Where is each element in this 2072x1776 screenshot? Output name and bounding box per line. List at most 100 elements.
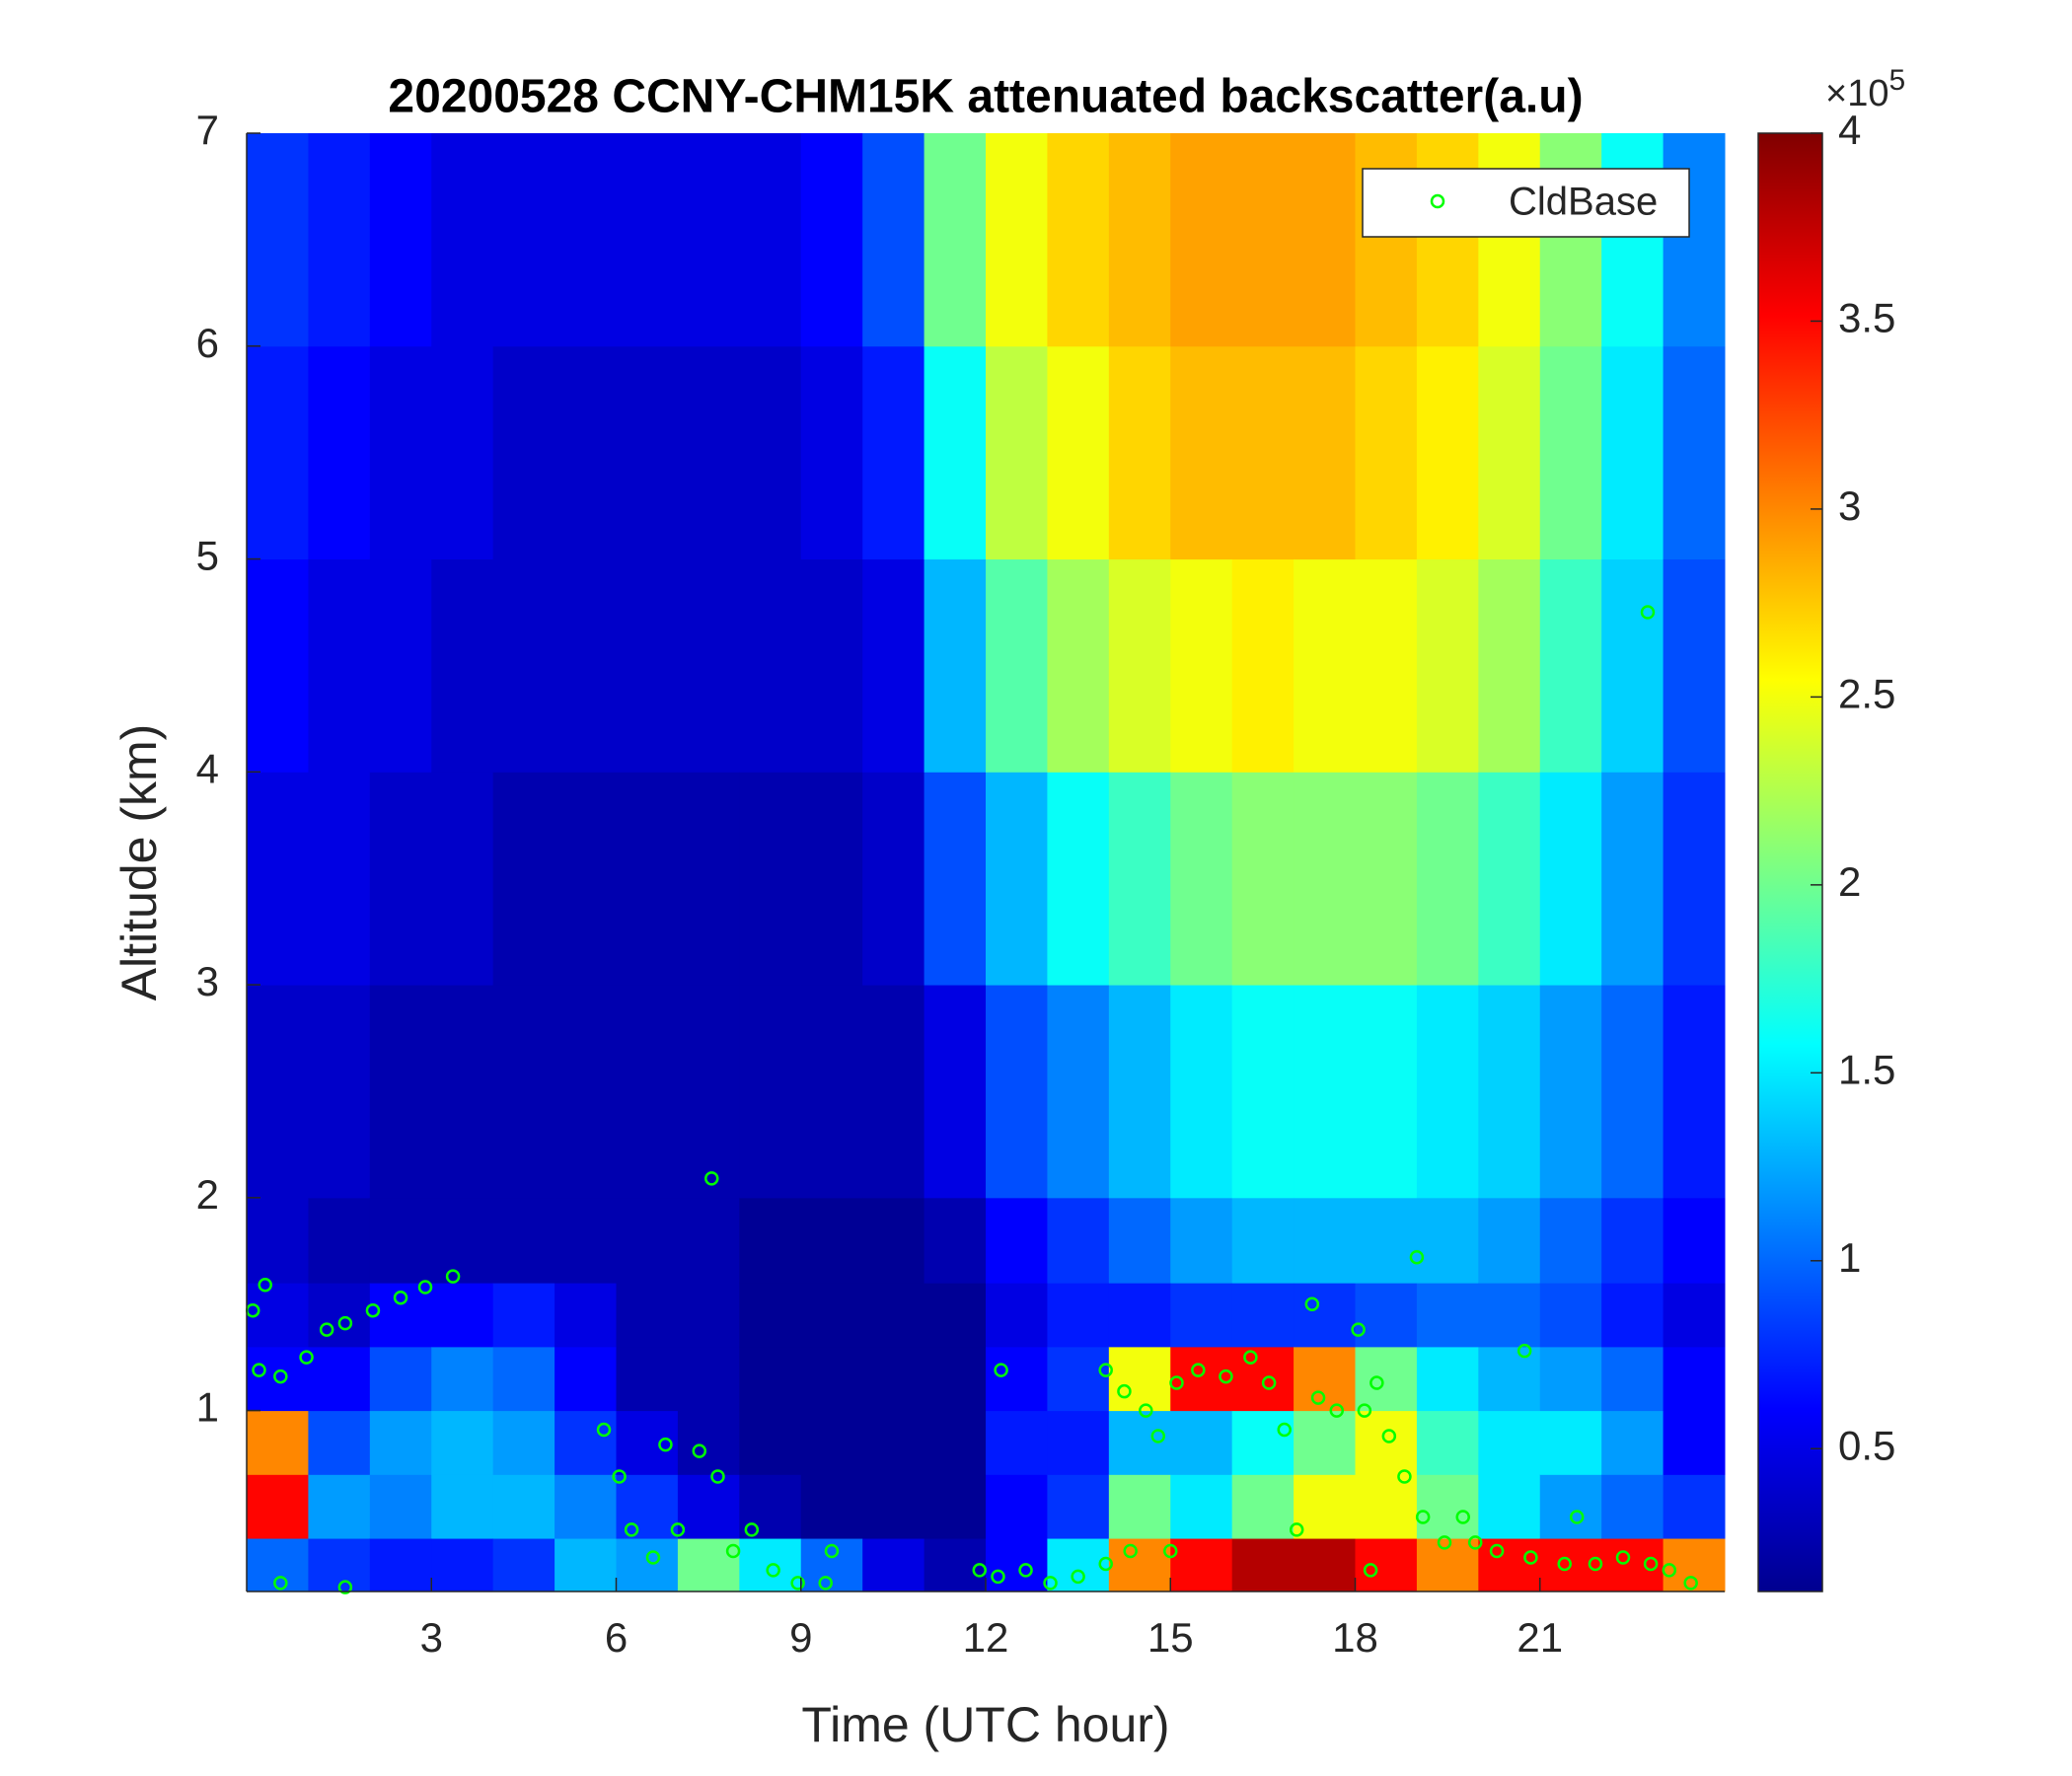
- heatmap-cell: [492, 1197, 555, 1284]
- heatmap-cell: [677, 772, 740, 986]
- heatmap-cell: [369, 558, 432, 773]
- heatmap-cell: [492, 1538, 555, 1592]
- heatmap-cell: [555, 133, 617, 347]
- colorbar-tick-label: 2: [1838, 858, 1861, 905]
- heatmap-cell: [1663, 1474, 1726, 1539]
- scatter-point: [1381, 1429, 1397, 1443]
- heatmap-cell: [1416, 1283, 1479, 1348]
- heatmap-cell: [1663, 558, 1726, 773]
- scatter-point: [1243, 1350, 1258, 1365]
- heatmap-cell: [1294, 985, 1356, 1199]
- heatmap-cell: [1539, 345, 1602, 560]
- heatmap-cell: [862, 772, 925, 986]
- heatmap-cell: [616, 1346, 679, 1412]
- scatter-point: [1098, 1363, 1113, 1377]
- heatmap-cell: [677, 1197, 740, 1284]
- heatmap-cell: [247, 345, 309, 560]
- heatmap-cell: [492, 772, 555, 986]
- scatter-point: [1139, 1403, 1153, 1418]
- heatmap-cell: [739, 133, 802, 347]
- heatmap-cell: [1047, 558, 1110, 773]
- heatmap-cell: [1478, 1410, 1541, 1475]
- heatmap-cell: [616, 1283, 679, 1348]
- heatmap-cell: [1663, 1283, 1726, 1348]
- heatmap-cell: [431, 558, 494, 773]
- colorbar-tick-label: 1: [1838, 1234, 1861, 1281]
- scatter-point: [1018, 1563, 1033, 1578]
- heatmap-cell: [308, 1474, 371, 1539]
- heatmap-cell: [1231, 133, 1295, 347]
- heatmap-cell: [800, 345, 863, 560]
- heatmap-cell: [924, 558, 987, 773]
- heatmap-cell: [1539, 1283, 1602, 1348]
- heatmap-cell: [369, 772, 432, 986]
- heatmap-cell: [431, 1410, 494, 1475]
- heatmap-cell: [1601, 1474, 1665, 1539]
- heatmap-cell: [1539, 1474, 1602, 1539]
- x-tick-label: 15: [1147, 1614, 1194, 1661]
- heatmap-cell: [369, 1538, 432, 1592]
- heatmap-cell: [800, 772, 863, 986]
- heatmap-cell: [1047, 1346, 1110, 1412]
- heatmap-cell: [862, 1474, 925, 1539]
- scatter-point: [1397, 1469, 1412, 1484]
- heatmap-cell: [1294, 345, 1356, 560]
- heatmap-cell: [1416, 345, 1479, 560]
- heatmap-cell: [308, 1283, 371, 1348]
- heatmap-cell: [308, 345, 371, 560]
- heatmap-cell: [677, 1346, 740, 1412]
- x-tick-label: 21: [1517, 1614, 1563, 1661]
- heatmap-cell: [247, 1538, 309, 1592]
- heatmap-cell: [616, 345, 679, 560]
- x-tick-label: 18: [1332, 1614, 1378, 1661]
- heatmap-cell: [1294, 133, 1356, 347]
- heatmap-cell: [431, 133, 494, 347]
- y-tick-label: 6: [196, 320, 219, 366]
- heatmap-cell: [1231, 1283, 1295, 1348]
- heatmap-cell: [739, 1410, 802, 1475]
- scatter-point: [258, 1278, 272, 1293]
- heatmap-cell: [1601, 1538, 1665, 1592]
- heatmap-cell: [1294, 558, 1356, 773]
- heatmap-cell: [492, 133, 555, 347]
- scatter-point: [1043, 1576, 1058, 1591]
- x-tick-label: 9: [789, 1614, 812, 1661]
- scatter-point: [299, 1350, 314, 1365]
- y-tick-label: 3: [196, 958, 219, 1004]
- heatmap-cell: [677, 1283, 740, 1348]
- scatter-point: [1643, 1556, 1659, 1572]
- heatmap-cell: [1416, 1410, 1479, 1475]
- colorbar-tick-label: 3.5: [1838, 295, 1895, 341]
- heatmap-cell: [308, 1410, 371, 1475]
- heatmap-cell: [1601, 558, 1665, 773]
- scatter-point: [252, 1363, 266, 1377]
- heatmap-cell: [986, 772, 1048, 986]
- scatter-point: [1523, 1550, 1538, 1565]
- heatmap-cell: [1294, 1410, 1356, 1475]
- heatmap-cell: [862, 558, 925, 773]
- heatmap-cell: [924, 1410, 987, 1475]
- scatter-point: [1117, 1383, 1132, 1399]
- heatmap-cell: [800, 1346, 863, 1412]
- heatmap-cell: [555, 772, 617, 986]
- heatmap-cell: [247, 1474, 309, 1539]
- scatter-point: [1363, 1563, 1378, 1578]
- scatter-point: [670, 1522, 686, 1537]
- heatmap-cell: [555, 1538, 617, 1592]
- y-tick-label: 7: [196, 107, 219, 153]
- heatmap-cell: [986, 1197, 1048, 1284]
- heatmap-cell: [1170, 1410, 1233, 1475]
- scatter-point: [319, 1322, 334, 1337]
- heatmap-cell: [1047, 1474, 1110, 1539]
- scatter-point: [1517, 1343, 1532, 1359]
- heatmap-cell: [1047, 133, 1110, 347]
- heatmap-cell: [1355, 1474, 1418, 1539]
- heatmap-cell: [1539, 133, 1602, 347]
- scatter-point: [1415, 1510, 1431, 1524]
- heatmap-cell: [739, 345, 802, 560]
- colorbar-tick-label: 3: [1838, 482, 1861, 529]
- heatmap-cell: [616, 558, 679, 773]
- scatter-point: [1310, 1390, 1326, 1405]
- heatmap-cell: [1047, 345, 1110, 560]
